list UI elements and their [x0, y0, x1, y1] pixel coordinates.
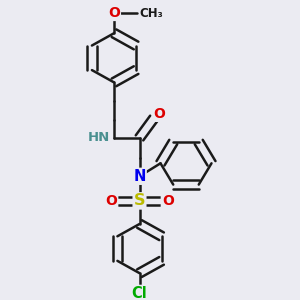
Text: O: O [105, 194, 117, 208]
Text: N: N [133, 169, 146, 184]
Text: S: S [134, 194, 145, 208]
Text: O: O [108, 6, 120, 20]
Text: CH₃: CH₃ [140, 7, 163, 20]
Text: O: O [153, 107, 165, 121]
Text: O: O [162, 194, 174, 208]
Text: HN: HN [87, 131, 110, 144]
Text: Cl: Cl [132, 286, 147, 300]
